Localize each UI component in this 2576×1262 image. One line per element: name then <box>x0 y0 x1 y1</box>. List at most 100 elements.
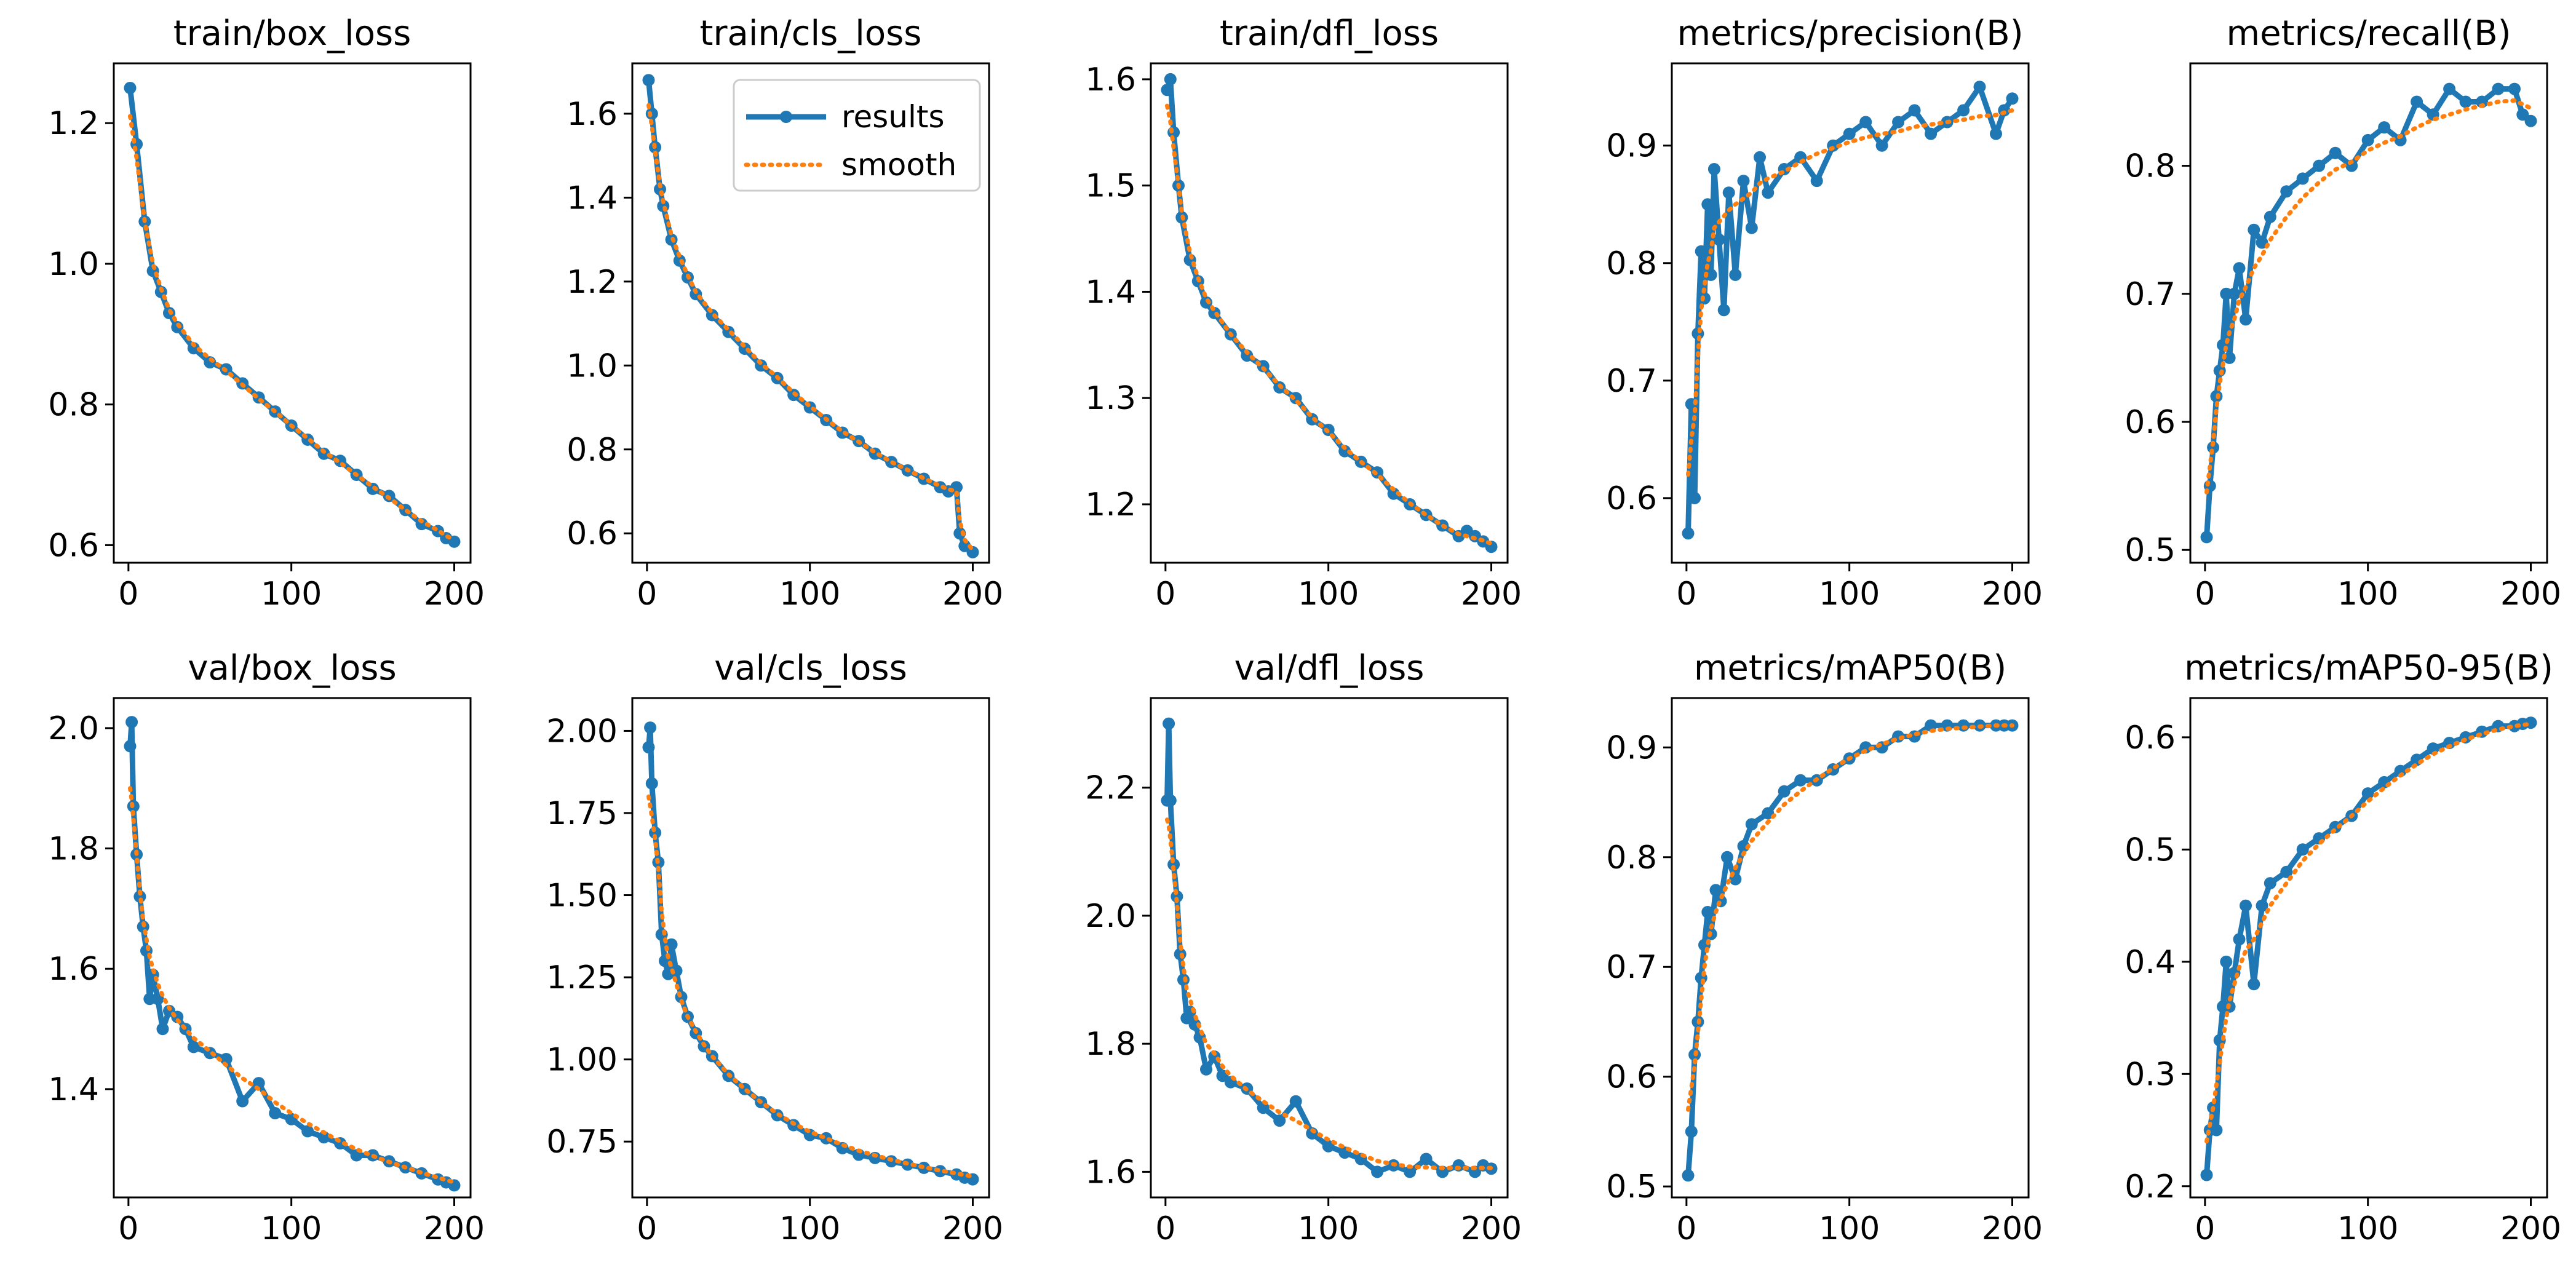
subplot-train-box-loss: train/box_loss 0 100 200 0.6 0.8 1.0 1.2 <box>48 14 485 613</box>
results-point <box>1778 785 1791 798</box>
results-point <box>1957 104 1970 117</box>
results-point <box>2443 82 2456 95</box>
subplot-train-cls-loss: train/cls_loss 0 100 200 0.6 0.8 1.0 1.2 1.4 1.6 r… <box>566 14 1003 613</box>
results-point <box>2296 843 2309 856</box>
results-point <box>2443 737 2456 749</box>
y-tick-label: 1.3 <box>1085 380 1136 417</box>
legend-smooth-label: smooth <box>841 147 956 183</box>
y-tick-label: 1.6 <box>48 951 99 988</box>
subplot-val-box-loss: val/box_loss 0 100 200 1.4 1.6 1.8 2.0 <box>48 648 485 1247</box>
results-point <box>1241 349 1254 362</box>
results-point <box>1161 84 1174 97</box>
subplot-title: val/box_loss <box>188 648 396 688</box>
results-point <box>1420 1153 1433 1165</box>
results-point <box>317 1131 330 1144</box>
results-point <box>1754 151 1766 164</box>
results-point <box>1875 139 1888 152</box>
y-tick-label: 0.5 <box>1606 1169 1657 1205</box>
results-point <box>1164 794 1177 807</box>
x-tick-label: 200 <box>2500 1210 2561 1247</box>
x-tick-label: 100 <box>1298 576 1359 613</box>
subplot-title: metrics/mAP50(B) <box>1694 648 2006 688</box>
y-tick-label: 1.4 <box>566 180 618 216</box>
results-point <box>2248 978 2260 991</box>
x-tick-label: 0 <box>118 1210 138 1247</box>
x-tick-label: 200 <box>1982 1210 2043 1247</box>
subplot-title: metrics/mAP50-95(B) <box>2184 648 2553 688</box>
results-point <box>2296 172 2309 185</box>
results-point <box>642 74 655 87</box>
y-tick-label: 1.2 <box>1085 486 1136 523</box>
results-point <box>2280 185 2293 198</box>
y-tick-label: 0.8 <box>48 387 99 424</box>
smooth-series-line <box>1165 103 1493 546</box>
results-point <box>1404 1165 1417 1178</box>
results-point <box>1794 774 1807 787</box>
results-point <box>2476 95 2489 108</box>
subplot-title: metrics/recall(B) <box>2227 14 2511 54</box>
y-tick-label: 1.4 <box>48 1071 99 1108</box>
results-point <box>1338 445 1351 458</box>
results-point <box>1200 1063 1212 1076</box>
results-point <box>1688 491 1701 504</box>
y-tick-label: 0.6 <box>48 527 99 564</box>
y-tick-label: 0.9 <box>1606 729 1657 766</box>
results-point <box>2361 133 2374 146</box>
subplot-train-dfl-loss: train/dfl_loss 0 100 200 1.2 1.3 1.4 1.5 1.6 <box>1085 14 1522 613</box>
y-tick-label: 1.8 <box>48 831 99 868</box>
results-point <box>2329 146 2342 159</box>
results-point <box>2508 82 2521 95</box>
x-tick-label: 0 <box>2195 1210 2215 1247</box>
results-point <box>2492 82 2505 95</box>
y-tick-label: 1.0 <box>48 246 99 283</box>
y-tick-label: 0.9 <box>1606 128 1657 165</box>
smooth-series-line <box>2204 721 2533 1144</box>
y-tick-label: 0.8 <box>1606 839 1657 876</box>
results-point <box>1908 104 1921 117</box>
smooth-series-line <box>1686 723 2014 1112</box>
results-point <box>2256 899 2268 912</box>
results-point <box>1990 127 2002 140</box>
y-tick-label: 1.25 <box>546 959 618 996</box>
results-point <box>2280 865 2293 878</box>
subplot-metrics-recall-b: metrics/recall(B) 0 100 200 0.5 0.6 0.7 0.8 <box>2125 14 2561 613</box>
results-point <box>1371 1165 1384 1178</box>
y-tick-label: 0.8 <box>1606 245 1657 282</box>
x-tick-label: 100 <box>2337 1210 2398 1247</box>
subplot-title: val/dfl_loss <box>1234 648 1425 688</box>
results-point <box>1721 851 1733 863</box>
x-tick-label: 0 <box>118 576 138 613</box>
results-point <box>1164 73 1177 85</box>
smooth-series-line <box>646 103 975 552</box>
y-tick-label: 2.00 <box>546 713 618 750</box>
y-tick-label: 0.7 <box>1606 363 1657 400</box>
results-point <box>1695 245 1707 258</box>
results-point <box>2411 95 2423 108</box>
results-point <box>1722 186 1735 199</box>
y-tick-label: 1.2 <box>566 264 618 301</box>
x-tick-label: 200 <box>942 576 1003 613</box>
x-tick-label: 200 <box>1461 1210 1522 1247</box>
results-point <box>2264 877 2276 890</box>
results-point <box>2233 933 2246 946</box>
y-tick-label: 2.0 <box>48 710 99 747</box>
y-tick-label: 0.5 <box>2125 831 2176 868</box>
results-point <box>644 721 657 734</box>
results-point <box>2248 223 2260 236</box>
results-point <box>642 741 655 754</box>
y-tick-label: 0.2 <box>2125 1169 2176 1205</box>
x-tick-label: 0 <box>1155 576 1175 613</box>
smooth-series-line <box>128 786 456 1185</box>
y-tick-label: 0.6 <box>2125 720 2176 756</box>
results-point <box>2210 1124 2223 1137</box>
results-point <box>187 342 200 355</box>
smooth-series-line <box>646 794 975 1179</box>
x-tick-label: 100 <box>1819 576 1880 613</box>
results-point <box>1810 175 1823 188</box>
results-point <box>1289 1095 1302 1108</box>
y-tick-label: 1.75 <box>546 795 618 832</box>
results-point <box>2240 899 2252 912</box>
results-point <box>2459 95 2472 108</box>
results-point <box>2200 1169 2213 1181</box>
